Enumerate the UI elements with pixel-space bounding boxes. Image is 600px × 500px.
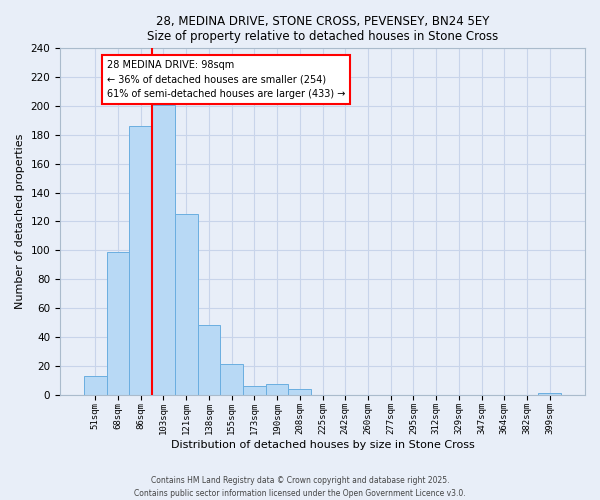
- Bar: [538, 393, 561, 394]
- Y-axis label: Number of detached properties: Number of detached properties: [15, 134, 25, 309]
- Bar: [243, 386, 266, 394]
- X-axis label: Distribution of detached houses by size in Stone Cross: Distribution of detached houses by size …: [170, 440, 475, 450]
- Bar: [107, 252, 130, 394]
- Bar: [130, 126, 152, 394]
- Title: 28, MEDINA DRIVE, STONE CROSS, PEVENSEY, BN24 5EY
Size of property relative to d: 28, MEDINA DRIVE, STONE CROSS, PEVENSEY,…: [147, 15, 498, 43]
- Bar: [266, 384, 289, 394]
- Bar: [197, 326, 220, 394]
- Text: 28 MEDINA DRIVE: 98sqm
← 36% of detached houses are smaller (254)
61% of semi-de: 28 MEDINA DRIVE: 98sqm ← 36% of detached…: [107, 60, 345, 100]
- Bar: [152, 104, 175, 395]
- Bar: [175, 214, 197, 394]
- Text: Contains HM Land Registry data © Crown copyright and database right 2025.
Contai: Contains HM Land Registry data © Crown c…: [134, 476, 466, 498]
- Bar: [84, 376, 107, 394]
- Bar: [220, 364, 243, 394]
- Bar: [289, 389, 311, 394]
